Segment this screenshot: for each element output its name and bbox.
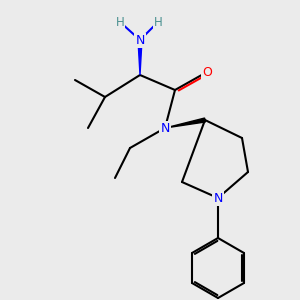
Polygon shape: [165, 118, 206, 128]
Text: O: O: [202, 65, 212, 79]
Text: H: H: [154, 16, 162, 28]
Text: N: N: [135, 34, 145, 46]
Text: N: N: [213, 191, 223, 205]
Text: N: N: [160, 122, 170, 134]
Polygon shape: [138, 40, 142, 75]
Text: H: H: [116, 16, 124, 28]
